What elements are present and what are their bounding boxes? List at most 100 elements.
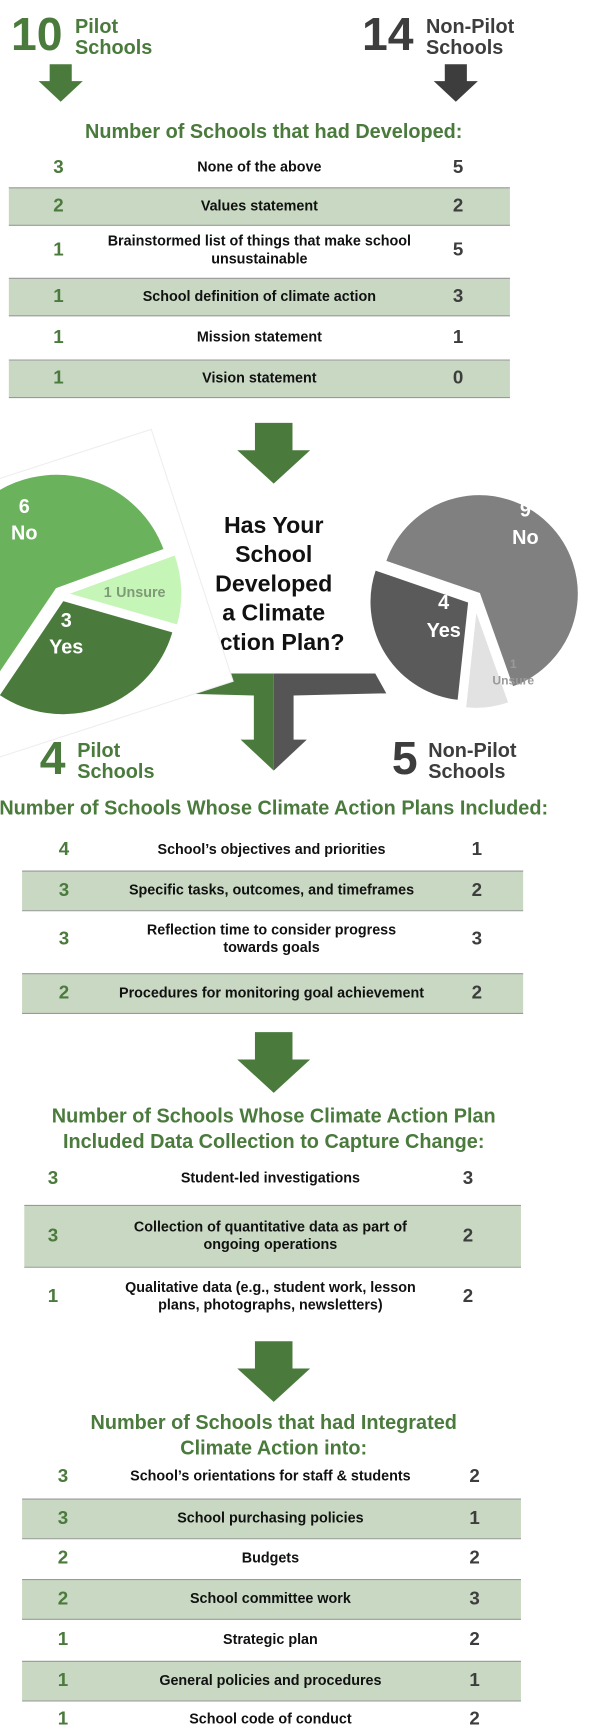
nonpilot-count: 2 <box>469 1547 479 1568</box>
row-label: Strategic plan <box>223 1632 318 1648</box>
pilot-count: 1 <box>48 1285 58 1306</box>
pie-slice <box>384 493 580 689</box>
count-label: Pilot <box>77 740 120 762</box>
count-label: Non-Pilot <box>428 740 517 762</box>
pie-slice <box>64 553 183 627</box>
nonpilot-count: 2 <box>469 1708 479 1729</box>
section-title: Climate Action into: <box>180 1438 367 1460</box>
nonpilot-count: 2 <box>469 1465 479 1486</box>
pilot-count: 3 <box>48 1167 58 1188</box>
pilot-count: 3 <box>58 1465 68 1486</box>
pie-label: No <box>512 527 538 549</box>
pilot-count: 1 <box>53 367 63 388</box>
row-label: School’s orientations for staff & studen… <box>130 1469 411 1485</box>
count-label: Schools <box>75 37 152 59</box>
pilot-count: 1 <box>53 285 63 306</box>
question: Developed <box>215 570 332 596</box>
row-band <box>22 871 524 911</box>
pie-label: Unsure <box>492 673 534 687</box>
count: 4 <box>40 732 66 784</box>
row-label: Budgets <box>242 1550 299 1566</box>
question: a Climate <box>222 600 325 626</box>
row-label: Reflection time to consider progress <box>147 922 396 938</box>
pilot-count: 3 <box>59 927 69 948</box>
pilot-count: 3 <box>58 1507 68 1528</box>
row-label: None of the above <box>197 160 321 176</box>
nonpilot-count: 5 <box>453 156 463 177</box>
section-title: Number of Schools that had Integrated <box>91 1412 457 1434</box>
arrow <box>433 64 478 102</box>
nonpilot-count: 1 <box>472 838 482 859</box>
section-title: Number of Schools that had Developed: <box>85 121 462 143</box>
pilot-count: 1 <box>58 1669 68 1690</box>
pie-label: No <box>11 523 37 545</box>
row-band <box>8 278 510 316</box>
nonpilot-count: 1 <box>469 1669 479 1690</box>
row-label: plans, photographs, newsletters) <box>158 1298 383 1314</box>
row-label: unsustainable <box>211 251 307 267</box>
pie-card <box>0 428 234 764</box>
nonpilot-count: 3 <box>469 1587 479 1608</box>
nonpilot-count: 2 <box>463 1285 473 1306</box>
arrow <box>237 1032 311 1093</box>
row-label: Collection of quantitative data as part … <box>134 1219 407 1235</box>
row-label: Values statement <box>201 198 318 214</box>
pie-slice <box>0 599 175 716</box>
row-label: towards goals <box>223 940 319 956</box>
row-label: ongoing operations <box>204 1237 338 1253</box>
pie-slice <box>368 568 470 702</box>
count: 5 <box>392 732 418 784</box>
row-label: School purchasing policies <box>177 1511 363 1527</box>
row-label: Mission statement <box>197 330 322 346</box>
nonpilot-count: 3 <box>463 1167 473 1188</box>
section-title: Number of Schools Whose Climate Action P… <box>52 1105 496 1127</box>
nonpilot-count: 2 <box>469 1628 479 1649</box>
pilot-count: 1 <box>58 1708 68 1729</box>
pie-value: 3 <box>61 610 72 632</box>
pie-slice <box>464 609 511 710</box>
pie-value: 1 <box>510 657 517 671</box>
count: 10 <box>11 8 63 60</box>
count-label: Schools <box>426 37 503 59</box>
nonpilot-count: 3 <box>453 285 463 306</box>
nonpilot-count: 3 <box>472 927 482 948</box>
count-label: Pilot <box>75 16 118 38</box>
nonpilot-count: 2 <box>463 1224 473 1245</box>
row-label: School committee work <box>190 1591 351 1607</box>
pie-label: Yes <box>427 620 461 642</box>
row-band <box>22 1499 521 1539</box>
nonpilot-count: 1 <box>469 1507 479 1528</box>
count: 14 <box>362 8 414 60</box>
nonpilot-count: 5 <box>453 239 463 260</box>
pilot-count: 3 <box>53 156 63 177</box>
pilot-count: 4 <box>59 838 70 859</box>
row-band <box>22 973 524 1014</box>
row-label: School definition of climate action <box>143 289 376 305</box>
row-label: Vision statement <box>202 371 317 387</box>
nonpilot-count: 1 <box>453 326 463 347</box>
question: School <box>235 541 312 567</box>
pilot-count: 3 <box>48 1224 58 1245</box>
pilot-count: 2 <box>59 981 69 1002</box>
row-label: General policies and procedures <box>159 1673 381 1689</box>
pilot-count: 2 <box>53 195 63 216</box>
row-band <box>22 1661 521 1702</box>
pie-value: 6 <box>19 496 30 518</box>
nonpilot-count: 2 <box>453 195 463 216</box>
row-label: Qualitative data (e.g., student work, le… <box>125 1280 416 1296</box>
pilot-count: 1 <box>53 239 63 260</box>
row-label: Procedures for monitoring goal achieveme… <box>119 985 424 1001</box>
pilot-count: 2 <box>58 1547 68 1568</box>
count-label: Non-Pilot <box>426 16 515 38</box>
nonpilot-count: 0 <box>453 367 463 388</box>
row-label: School code of conduct <box>189 1712 352 1728</box>
pilot-count: 1 <box>58 1628 68 1649</box>
pilot-count: 1 <box>53 326 63 347</box>
pie-value: 9 <box>520 499 531 521</box>
arrow <box>237 1341 311 1402</box>
question: Has Your <box>224 512 324 538</box>
question: Action Plan? <box>203 629 345 655</box>
funnel-right <box>273 673 387 771</box>
pie-value: 1 <box>104 585 112 601</box>
